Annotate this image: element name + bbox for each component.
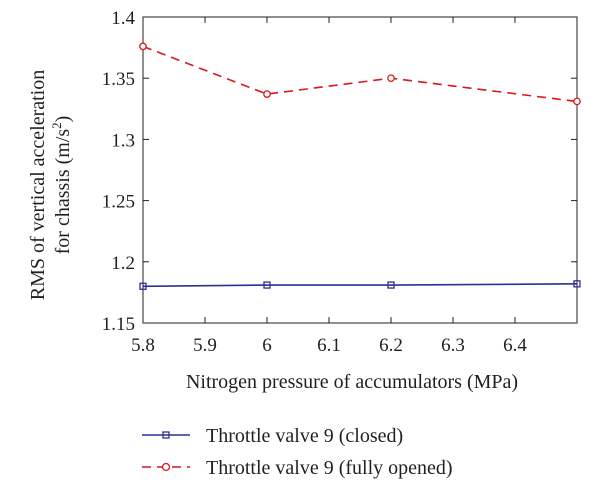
y-axis-title-line1: RMS of vertical acceleration xyxy=(27,70,49,300)
legend-marker-square xyxy=(162,431,170,439)
y-tick-label: 1.3 xyxy=(111,130,135,151)
y-axis-title-line2: for chassis (m/s2) xyxy=(49,116,74,255)
legend-entry-closed: Throttle valve 9 (closed) xyxy=(142,425,403,447)
series-line-0 xyxy=(142,283,578,288)
x-tick-label: 6.1 xyxy=(317,335,341,356)
y-axis-title: RMS of vertical acceleration for chassis… xyxy=(27,70,74,300)
data-point-square xyxy=(573,280,581,288)
legend: Throttle valve 9 (closed) Throttle valve… xyxy=(142,425,453,479)
y-tick-label: 1.35 xyxy=(102,69,135,90)
y-axis: 1.15 1.2 1.25 1.3 1.35 1.4 xyxy=(102,8,577,335)
data-point-square xyxy=(263,281,271,289)
plot-area-frame xyxy=(142,16,578,324)
legend-label-opened: Throttle valve 9 (fully opened) xyxy=(206,457,453,479)
x-axis: 5.8 5.9 6 6.1 6.2 6.3 6.4 xyxy=(131,17,527,356)
y-axis-title-suffix: ) xyxy=(52,116,74,123)
data-point-circle xyxy=(263,90,271,98)
y-tick-label: 1.25 xyxy=(102,192,135,213)
series-layer xyxy=(139,42,581,290)
data-point-square xyxy=(139,282,147,290)
legend-entry-opened: Throttle valve 9 (fully opened) xyxy=(142,457,453,479)
y-axis-title-prefix: for chassis (m/s xyxy=(52,129,74,255)
x-tick-label: 6 xyxy=(262,335,272,356)
x-axis-title: Nitrogen pressure of accumulators (MPa) xyxy=(186,371,518,393)
y-tick-label: 1.4 xyxy=(111,8,135,29)
x-tick-label: 5.8 xyxy=(131,335,155,356)
legend-marker-circle xyxy=(161,462,171,472)
legend-label-closed: Throttle valve 9 (closed) xyxy=(206,425,403,447)
x-tick-label: 6.2 xyxy=(379,335,403,356)
series-line-1 xyxy=(142,45,578,103)
data-point-circle xyxy=(139,42,147,51)
data-point-circle xyxy=(387,74,395,83)
y-axis-title-superscript: 2 xyxy=(49,122,64,129)
x-tick-label: 6.3 xyxy=(441,335,465,356)
data-point-square xyxy=(387,281,395,289)
y-tick-label: 1.15 xyxy=(102,314,135,335)
x-tick-label: 5.9 xyxy=(193,335,217,356)
data-point-circle xyxy=(573,97,581,106)
x-tick-label: 6.4 xyxy=(503,335,527,356)
y-tick-label: 1.2 xyxy=(111,253,135,274)
